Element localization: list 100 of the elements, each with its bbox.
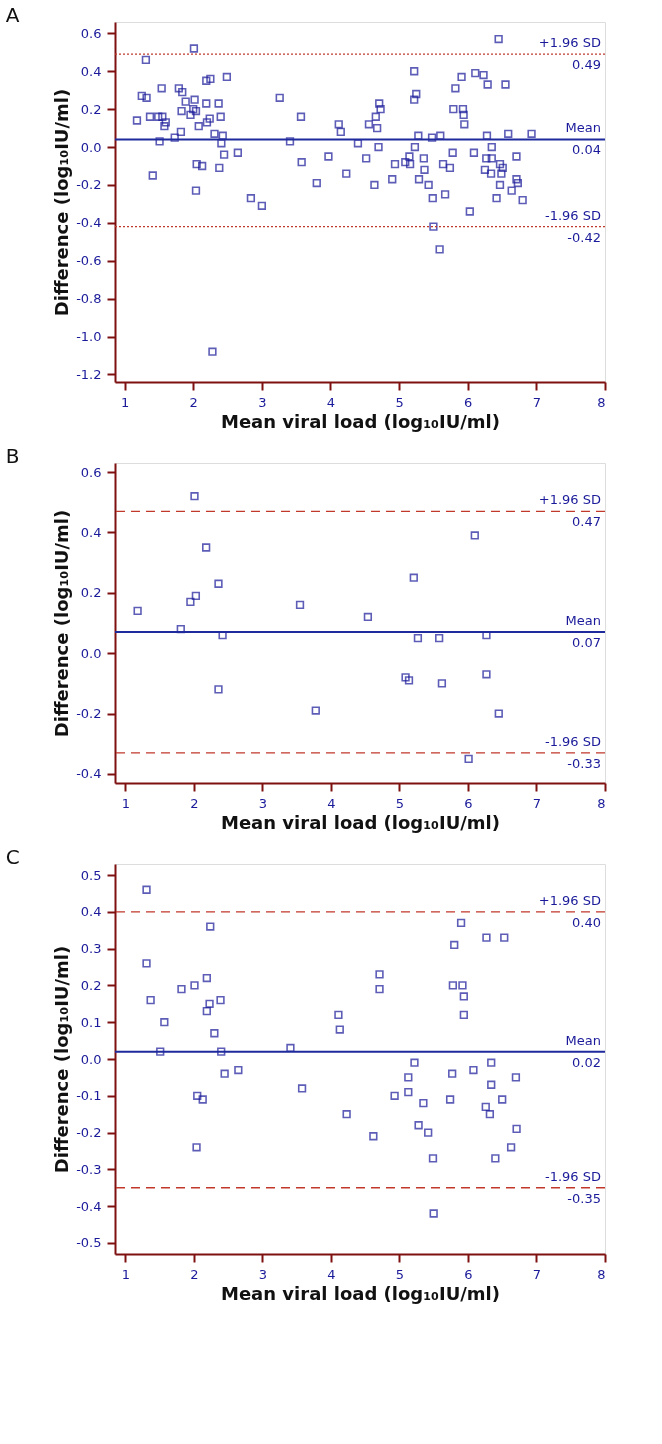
annotation: -0.33 — [567, 755, 601, 771]
point — [404, 676, 414, 685]
point — [494, 709, 503, 718]
x-tick-label: 1 — [121, 795, 130, 811]
y-tick-label: -0.2 — [76, 177, 102, 193]
y-tick-label: -0.3 — [76, 1161, 102, 1177]
x-tick-label: 7 — [532, 795, 542, 811]
y-tick-label: 0.3 — [80, 941, 102, 957]
point — [201, 543, 211, 552]
point — [156, 1047, 165, 1056]
y-tick-label: -0.1 — [76, 1088, 102, 1104]
point — [445, 1095, 455, 1104]
point — [190, 492, 199, 501]
point — [234, 1065, 243, 1075]
point — [217, 1047, 226, 1056]
point — [205, 999, 214, 1008]
point — [459, 1010, 468, 1019]
point — [414, 1121, 423, 1130]
point — [482, 933, 491, 942]
x-tick-label: 7 — [532, 1266, 542, 1282]
point — [202, 1007, 211, 1016]
point — [363, 612, 373, 622]
x-tick-label: 8 — [597, 795, 606, 811]
point — [401, 673, 410, 682]
y-tick-label: 0.2 — [80, 101, 102, 117]
point — [375, 970, 384, 979]
x-tick-label: 3 — [258, 1266, 267, 1282]
point — [190, 981, 199, 990]
point — [146, 995, 155, 1005]
x-tick-label: 5 — [395, 394, 404, 410]
x-tick-label: 2 — [189, 394, 198, 410]
point — [214, 579, 223, 588]
point — [435, 633, 444, 643]
y-tick-label: -0.2 — [76, 706, 102, 722]
y-tick-label: 0.4 — [80, 63, 102, 79]
point — [464, 754, 473, 763]
y-tick-label: -0.2 — [76, 1125, 102, 1141]
y-axis-title: Difference (log₁₀IU/ml) — [51, 945, 73, 1174]
y-tick-label: 0.0 — [80, 139, 102, 155]
y-tick-label: -1.2 — [76, 366, 102, 382]
ref-line-label: +1.96 SD — [538, 492, 601, 508]
x-tick-label: 4 — [327, 795, 336, 811]
ref-line-label: -1.96 SD — [544, 1168, 601, 1184]
point — [498, 1095, 507, 1104]
x-tick-label: 4 — [326, 394, 336, 410]
point — [369, 1132, 378, 1141]
point — [428, 1154, 438, 1163]
point — [142, 959, 151, 968]
y-tick-label: 0.6 — [80, 25, 102, 41]
point — [177, 984, 186, 994]
y-tick-label: 0.6 — [80, 464, 102, 480]
point — [206, 922, 215, 931]
point — [487, 1058, 496, 1067]
point — [133, 606, 142, 616]
point — [429, 1209, 438, 1218]
point — [470, 531, 479, 540]
point — [160, 1018, 169, 1027]
x-tick-label: 1 — [121, 1266, 130, 1282]
point — [482, 670, 491, 679]
y-tick-label: -0.5 — [76, 1235, 102, 1251]
x-tick-label: 2 — [190, 1266, 199, 1282]
chart-title: A — [5, 3, 20, 27]
x-tick-label: 2 — [190, 795, 199, 811]
x-axis-title: Mean viral load (log₁₀IU/ml) — [221, 1282, 500, 1304]
point — [176, 624, 185, 634]
point — [202, 973, 211, 983]
x-tick-label: 6 — [464, 795, 473, 811]
x-tick-label: 6 — [464, 394, 473, 410]
point — [491, 1154, 500, 1163]
x-tick-label: 8 — [597, 1266, 606, 1282]
point — [210, 1029, 219, 1038]
point — [458, 981, 467, 990]
y-tick-label: -0.4 — [76, 1198, 102, 1214]
point — [419, 1099, 428, 1108]
point — [456, 918, 466, 928]
x-tick-label: 7 — [532, 394, 542, 410]
y-tick-label: 0.2 — [80, 585, 102, 601]
annotation: -0.42 — [567, 229, 601, 245]
ref-line-label: Mean — [565, 120, 601, 136]
point — [142, 885, 151, 894]
point — [404, 1073, 413, 1082]
y-tick-label: 0.4 — [80, 904, 102, 920]
point — [335, 1025, 344, 1034]
point — [485, 1110, 495, 1119]
x-axis-title: Mean viral load (log₁₀IU/ml) — [221, 410, 500, 432]
annotation: 0.47 — [572, 514, 601, 530]
point — [192, 1143, 201, 1152]
x-tick-label: 5 — [395, 1266, 405, 1282]
ref-line-label: Mean — [565, 613, 601, 629]
annotation: 0.07 — [572, 635, 601, 651]
x-tick-label: 3 — [258, 394, 267, 410]
y-tick-label: 0.0 — [80, 645, 102, 661]
point — [295, 600, 305, 610]
ref-line-label: +1.96 SD — [538, 892, 601, 908]
y-tick-label: -0.8 — [76, 291, 102, 307]
point — [220, 1069, 229, 1078]
y-tick-label: -0.4 — [76, 215, 102, 231]
point — [216, 995, 225, 1005]
y-tick-label: -0.6 — [76, 253, 102, 269]
annotation: -0.35 — [567, 1190, 601, 1206]
